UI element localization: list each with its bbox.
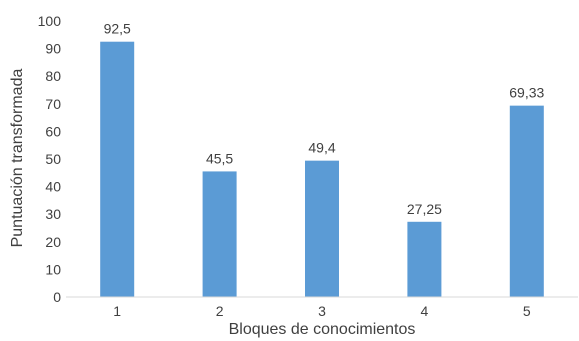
y-tick-label: 50 (45, 151, 61, 167)
y-tick-label: 40 (45, 179, 61, 195)
data-label: 49,4 (308, 140, 335, 156)
x-tick-label: 4 (421, 303, 429, 319)
y-tick-label: 10 (45, 261, 61, 277)
y-tick-label: 70 (45, 96, 61, 112)
y-tick-label: 30 (45, 206, 61, 222)
bar (305, 160, 339, 297)
y-axis-title: Puntuación transformada (9, 69, 26, 248)
y-tick-label: 60 (45, 123, 61, 139)
bar (509, 105, 544, 297)
data-label: 69,33 (509, 85, 544, 101)
data-label: 92,5 (104, 21, 131, 37)
bar (100, 41, 135, 298)
x-tick-label: 1 (113, 303, 121, 319)
data-label: 45,5 (206, 150, 233, 166)
y-tick-label: 0 (53, 289, 61, 305)
y-tick-label: 90 (45, 41, 61, 57)
x-axis-title: Bloques de conocimientos (229, 321, 416, 338)
x-tick-label: 3 (318, 303, 326, 319)
bar (407, 221, 442, 297)
bar (202, 171, 237, 297)
y-tick-label: 20 (45, 234, 61, 250)
data-label: 27,25 (407, 201, 442, 217)
bars: 92,5 45,5 49,4 27,25 69,33 (100, 21, 545, 298)
x-tick-label: 5 (523, 303, 531, 319)
y-tick-label: 80 (45, 68, 61, 84)
y-axis-ticks: 0 10 20 30 40 50 60 70 80 90 100 (38, 13, 62, 305)
x-tick-label: 2 (216, 303, 224, 319)
x-axis-ticks: 1 2 3 4 5 (113, 303, 531, 319)
y-tick-label: 100 (38, 13, 62, 29)
